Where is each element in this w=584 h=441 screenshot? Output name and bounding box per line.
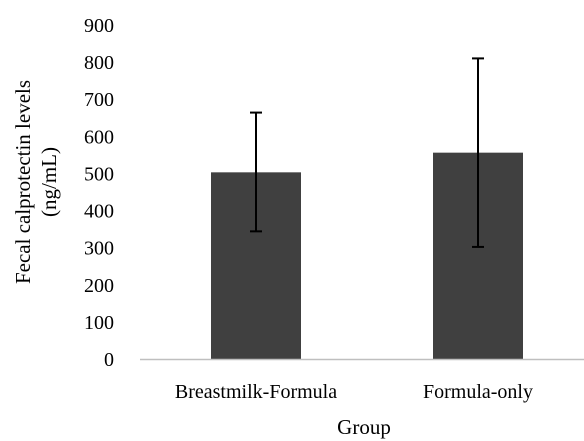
y-axis-title-line-2: (ng/mL): [37, 147, 61, 217]
y-tick-label: 500: [84, 163, 114, 185]
y-tick-label: 700: [84, 89, 114, 111]
y-axis-title: Fecal calprotectin levels (ng/mL): [11, 80, 61, 284]
x-tick-labels: Breastmilk-Formula Formula-only: [175, 381, 533, 403]
x-tick-label: Formula-only: [423, 381, 533, 403]
y-tick-label: 800: [84, 52, 114, 74]
y-tick-labels: 0 100 200 300 400 500 600 700 800 900: [84, 15, 114, 371]
y-tick-label: 100: [84, 312, 114, 334]
x-tick-label: Breastmilk-Formula: [175, 381, 337, 403]
y-tick-label: 600: [84, 126, 114, 148]
bars: [211, 152, 523, 359]
y-tick-label: 400: [84, 201, 114, 223]
x-axis-title: Group: [337, 415, 391, 439]
y-axis-title-line-1: Fecal calprotectin levels: [11, 80, 35, 284]
y-tick-label: 300: [84, 238, 114, 260]
y-tick-label: 200: [84, 275, 114, 297]
y-tick-label: 0: [104, 349, 114, 371]
error-bars: [250, 57, 484, 248]
y-tick-label: 900: [84, 15, 114, 37]
